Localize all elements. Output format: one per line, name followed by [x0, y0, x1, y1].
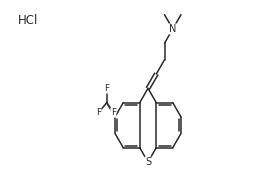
Text: S: S: [145, 157, 151, 167]
Text: F: F: [96, 108, 101, 117]
Text: F: F: [104, 84, 109, 93]
Text: N: N: [169, 24, 177, 34]
Text: HCl: HCl: [18, 14, 38, 27]
Text: F: F: [111, 108, 116, 117]
